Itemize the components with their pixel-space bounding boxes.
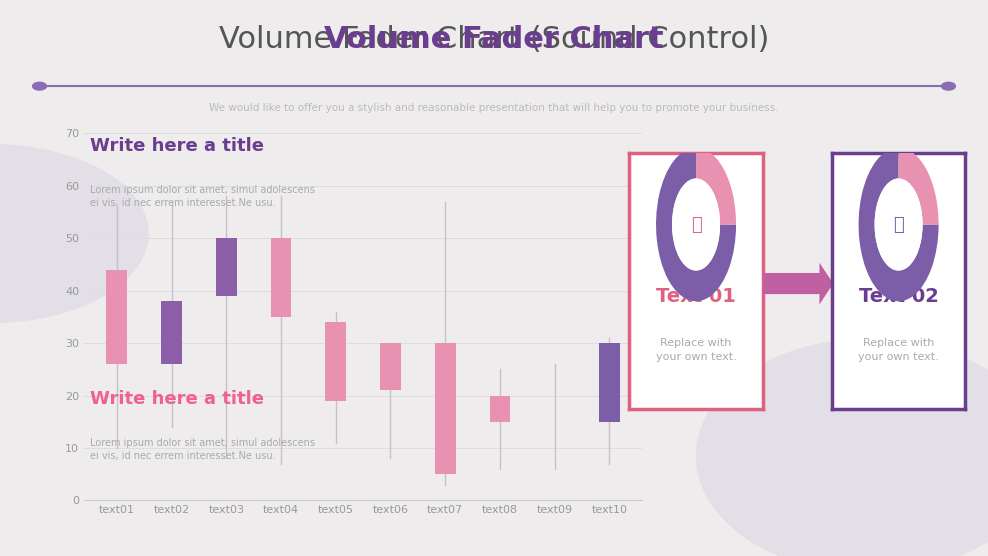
Text: Write here a title: Write here a title — [90, 137, 264, 155]
Circle shape — [874, 178, 923, 271]
Bar — [489, 395, 511, 422]
Bar — [215, 239, 237, 296]
Wedge shape — [898, 148, 939, 225]
Text: Lorem ipsum dolor sit amet, simul adolescens
ei vis, id nec errem interesset.Ne : Lorem ipsum dolor sit amet, simul adoles… — [90, 185, 314, 208]
Text: Text 02: Text 02 — [859, 287, 939, 306]
Bar — [107, 270, 127, 364]
Text: Volume Fader Chart (Sound Control): Volume Fader Chart (Sound Control) — [218, 25, 770, 54]
Wedge shape — [656, 148, 736, 301]
Bar — [161, 301, 182, 364]
Bar — [380, 343, 401, 390]
Text: ⌖: ⌖ — [893, 216, 904, 234]
Wedge shape — [696, 148, 736, 225]
Text: Text 01: Text 01 — [656, 287, 736, 306]
FancyArrow shape — [763, 262, 833, 305]
Text: We would like to offer you a stylish and reasonable presentation that will help : We would like to offer you a stylish and… — [209, 103, 779, 113]
Bar — [325, 322, 346, 401]
Wedge shape — [859, 148, 939, 301]
Circle shape — [672, 178, 720, 271]
Text: Replace with
your own text.: Replace with your own text. — [859, 338, 939, 362]
Bar — [435, 343, 455, 474]
Text: Volume Fader Chart: Volume Fader Chart — [324, 25, 664, 54]
Bar — [271, 239, 291, 317]
Text: Lorem ipsum dolor sit amet, simul adolescens
ei vis, id nec errem interesset.Ne : Lorem ipsum dolor sit amet, simul adoles… — [90, 438, 314, 461]
Bar — [599, 343, 619, 422]
Text: Replace with
your own text.: Replace with your own text. — [656, 338, 736, 362]
Text: ⌖: ⌖ — [691, 216, 701, 234]
Text: Write here a title: Write here a title — [90, 390, 264, 408]
